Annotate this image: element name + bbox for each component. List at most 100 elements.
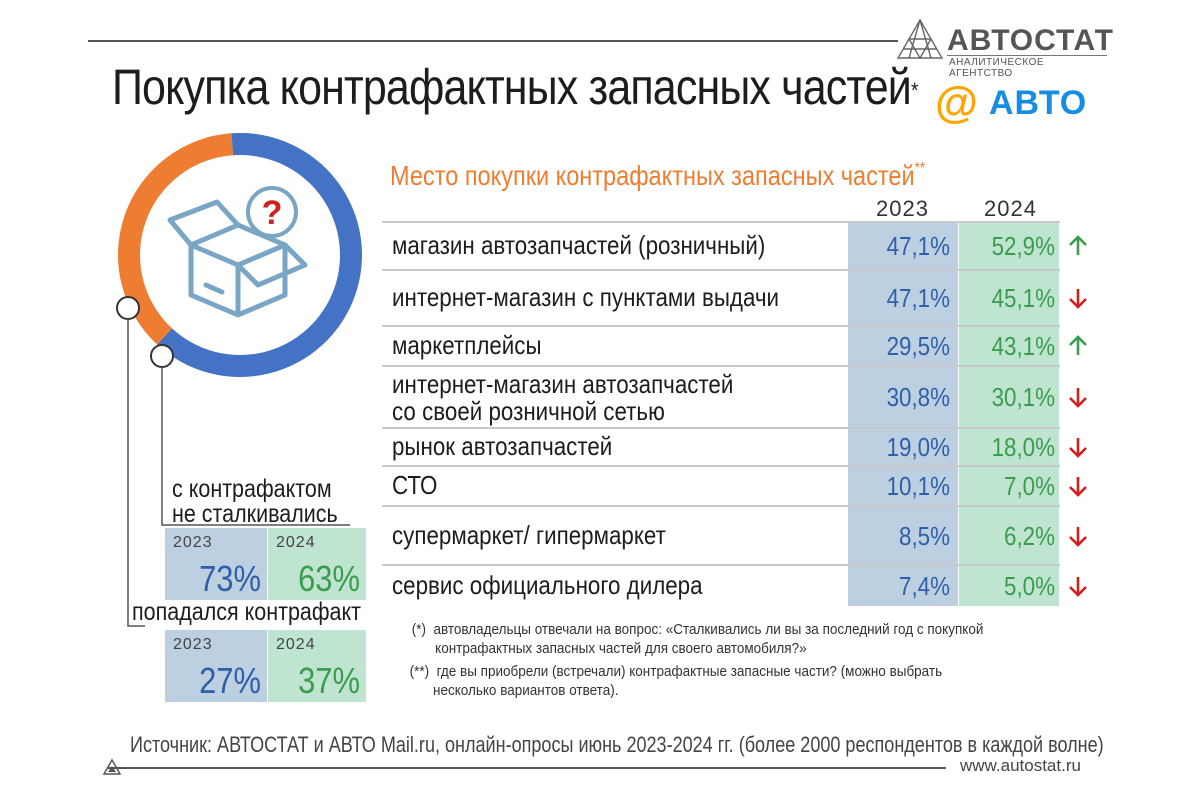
col-2023-bg — [848, 222, 958, 606]
avto-at-icon: @ — [935, 78, 978, 127]
leader-lines — [127, 319, 350, 627]
arrow-down-icon — [1069, 576, 1087, 597]
never-label: с контрафактом не сталкивались — [172, 477, 365, 527]
autostat-logo-sub: АНАЛИТИЧЕСКОЕ АГЕНТСТВО — [949, 57, 1045, 79]
arrow-up-icon — [1069, 335, 1087, 355]
value-2023: 30,8% — [886, 382, 950, 412]
note-2-mark: (**) — [409, 663, 430, 680]
row-separator — [382, 365, 1060, 367]
value-2024: 6,2% — [1004, 520, 1055, 551]
row-separator — [382, 269, 1060, 271]
row-separator — [382, 427, 1060, 429]
page-title: Покупка контрафактных запасных частей* — [112, 56, 918, 118]
avto-mail-logo: @ АВТО — [935, 78, 1095, 127]
table-row-label: магазин автозапчастей (розничный) — [392, 232, 826, 259]
table-subtitle-text: Место покупки контрафактных запасных час… — [390, 160, 915, 191]
encountered-2024-year: 2024 — [276, 636, 316, 653]
never-2023-year: 2023 — [173, 534, 213, 551]
arrow-up-icon — [1069, 235, 1087, 255]
row-separator — [382, 505, 1060, 507]
note-1-line1: автовладельцы отвечали на вопрос: «Сталк… — [433, 621, 984, 638]
value-2023: 7,4% — [899, 570, 950, 601]
note-2-line2: несколько вариантов ответа). — [432, 682, 619, 699]
subtitle-footnote-mark: ** — [914, 160, 926, 177]
arrow-down-icon — [1069, 438, 1087, 458]
encountered-2023-cell: 2023 27% — [165, 630, 267, 702]
source-wrap: Источник: АВТОСТАТ и АВТО Mail.ru, онлай… — [130, 732, 1200, 758]
note-1: (*) автовладельцы отвечали на вопрос: «С… — [412, 620, 984, 658]
row-label-line1: СТО — [392, 470, 438, 500]
page-title-wrap: Покупка контрафактных запасных частей* — [112, 56, 1049, 118]
never-2024-cell: 2024 63% — [268, 528, 366, 600]
value-2023: 29,5% — [886, 331, 950, 361]
value-2024: 18,0% — [991, 432, 1055, 462]
note-2-line1: где вы приобрели (встречали) контрафактн… — [436, 663, 943, 680]
row-label-line1: сервис официального дилера — [392, 569, 703, 600]
row-separator — [382, 221, 1060, 223]
table-row-label: рынок автозапчастей — [392, 433, 648, 460]
encountered-label: попадался контрафакт — [132, 598, 362, 626]
value-2024: 52,9% — [991, 231, 1055, 261]
col-2024-bg — [959, 222, 1059, 606]
table-subtitle-wrap: Место покупки контрафактных запасных час… — [390, 160, 1027, 192]
autostat-logo: АВТОСТАТ АНАЛИТИЧЕСКОЕ АГЕНТСТВО — [895, 18, 1113, 79]
donut-segments — [117, 133, 362, 377]
never-label-line1: с контрафактом — [172, 475, 332, 503]
autostat-logo-name: АВТОСТАТ — [947, 24, 1114, 57]
donut-chart: ? — [116, 133, 362, 377]
arrow-down-icon — [1069, 388, 1087, 408]
encountered-2023-value: 27% — [199, 660, 261, 701]
row-label-line2: со своей розничной сетью — [392, 396, 665, 426]
table-row-label: супермаркет/ гипермаркет — [392, 522, 710, 549]
value-2023: 10,1% — [886, 471, 950, 501]
note-1-line2: контрафактных запасных частей для своего… — [435, 640, 807, 657]
row-separator — [382, 465, 1060, 467]
autostat-logo-icon — [896, 18, 944, 59]
value-2024: 45,1% — [991, 283, 1055, 313]
row-label-line1: магазин автозапчастей (розничный) — [392, 230, 766, 260]
never-2023-value: 73% — [199, 558, 261, 599]
value-2024: 7,0% — [1004, 471, 1055, 501]
row-label-line1: интернет-магазин с пунктами выдачи — [392, 282, 780, 312]
question-mark: ? — [262, 194, 283, 232]
table-row-label: сервис официального дилера — [392, 572, 753, 599]
encountered-2024-value: 37% — [298, 660, 360, 701]
donut-segment-never — [157, 133, 362, 377]
value-2023: 8,5% — [899, 520, 950, 551]
table-subtitle: Место покупки контрафактных запасных час… — [390, 160, 925, 192]
row-label-line1: интернет-магазин автозапчастей — [392, 369, 734, 399]
website-link[interactable]: www.autostat.ru — [960, 756, 1081, 775]
table-row-label: интернет-магазин автозапчастей со своей р… — [392, 371, 789, 425]
row-separator — [382, 564, 1060, 566]
never-2023-cell: 2023 73% — [165, 528, 267, 600]
never-2024-value: 63% — [298, 558, 360, 599]
donut-segment-encountered — [117, 133, 234, 345]
page-title-text: Покупка контрафактных запасных частей — [112, 59, 912, 115]
col-header-2024: 2024 — [984, 196, 1037, 221]
arrow-down-icon — [1069, 289, 1087, 309]
never-2024-year: 2024 — [276, 534, 316, 551]
row-separator — [382, 325, 1060, 327]
value-2024: 30,1% — [991, 382, 1055, 412]
note-1-mark: (*) — [411, 621, 427, 638]
table-row-label: маркетплейсы — [392, 332, 566, 359]
avto-logo-text: АВТО — [989, 84, 1088, 122]
value-2023: 47,1% — [886, 283, 950, 313]
bottom-rule — [108, 767, 946, 769]
arrow-down-icon — [1069, 477, 1087, 497]
value-2024: 43,1% — [991, 331, 1055, 361]
question-box-icon — [167, 199, 308, 318]
arrow-down-icon — [1069, 526, 1087, 547]
value-2023: 19,0% — [886, 432, 950, 462]
encountered-2024-cell: 2024 37% — [268, 630, 366, 702]
source-text: Источник: АВТОСТАТ и АВТО Mail.ru, онлай… — [130, 732, 1104, 757]
table-row-label: СТО — [392, 472, 445, 499]
never-label-line2: не сталкивались — [172, 500, 338, 528]
encountered-label-wrap: попадался контрафакт — [132, 600, 398, 625]
question-badge-icon: ? — [246, 186, 298, 238]
value-2024: 5,0% — [1004, 570, 1055, 601]
top-rule — [88, 40, 898, 42]
title-footnote-mark: * — [910, 78, 918, 103]
table-row-label: интернет-магазин с пунктами выдачи — [392, 284, 842, 311]
col-header-2023: 2023 — [876, 196, 929, 221]
